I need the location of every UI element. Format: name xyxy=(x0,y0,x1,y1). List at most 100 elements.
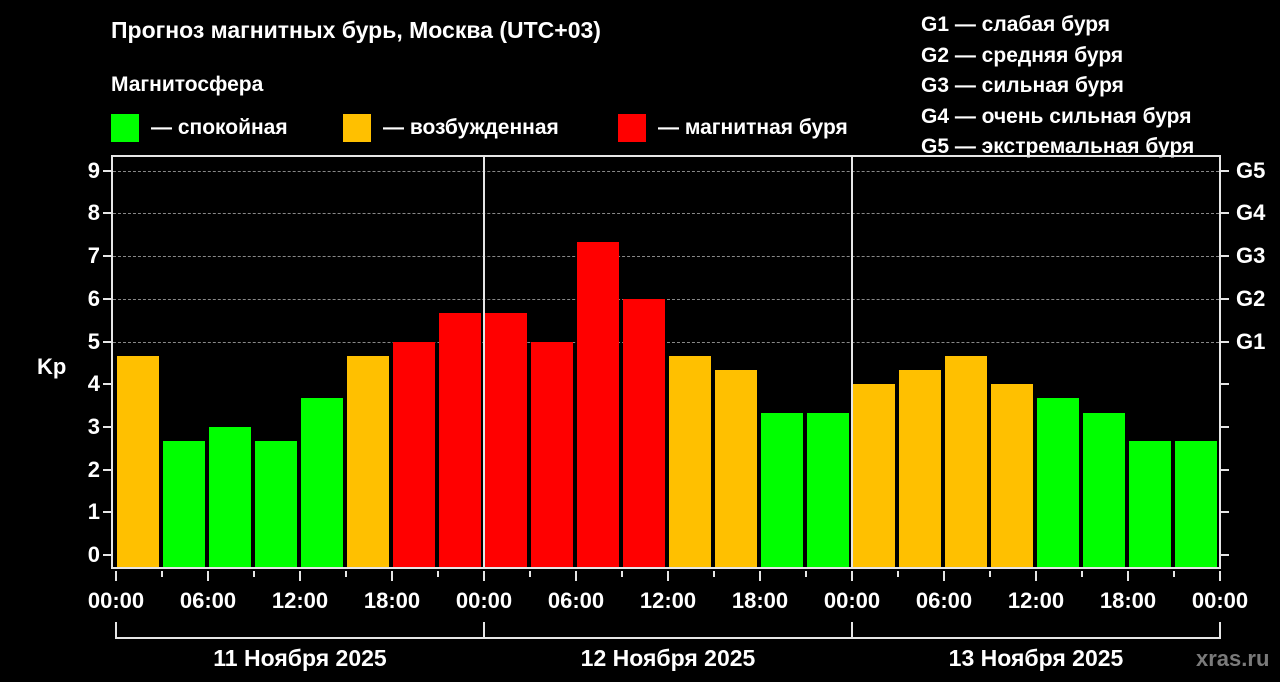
x-tick xyxy=(207,571,209,581)
date-label-day2: 12 Ноября 2025 xyxy=(580,645,756,671)
y-axis-label: Kp xyxy=(37,354,67,379)
x-tick xyxy=(943,571,945,581)
y-tick xyxy=(103,212,111,214)
x-tick xyxy=(713,571,715,577)
x-tick-label: 00:00 xyxy=(1191,588,1249,613)
g-scale-item: G2 — средняя буря xyxy=(921,43,1124,67)
kp-bar xyxy=(301,398,343,567)
legend-swatch-active xyxy=(343,114,371,142)
date-bracket-tick xyxy=(851,622,853,639)
kp-bar xyxy=(1083,413,1125,567)
y-tick xyxy=(103,511,111,513)
date-bracket-tick xyxy=(483,622,485,639)
x-tick xyxy=(759,571,761,581)
x-tick-label: 12:00 xyxy=(1007,588,1065,613)
g-scale-item: G4 — очень сильная буря xyxy=(921,104,1192,128)
right-tick xyxy=(1221,426,1229,428)
plot-area xyxy=(111,155,1221,569)
x-tick xyxy=(989,571,991,577)
kp-bar xyxy=(761,413,803,567)
legend-item-quiet: — спокойная xyxy=(111,114,288,142)
kp-bar xyxy=(853,384,895,567)
x-tick xyxy=(1035,571,1037,581)
y-tick xyxy=(103,341,111,343)
kp-bar xyxy=(1175,441,1217,567)
y-tick-label: 1 xyxy=(87,499,100,524)
y-tick-label: 9 xyxy=(87,158,100,183)
kp-bar xyxy=(209,427,251,567)
kp-bar xyxy=(623,299,665,567)
x-tick xyxy=(483,571,485,581)
g-scale-item: G5 — экстремальная буря xyxy=(921,135,1195,158)
legend-item-active: — возбужденная xyxy=(343,114,559,142)
x-tick xyxy=(897,571,899,577)
kp-bar xyxy=(715,370,757,567)
date-bracket-tick xyxy=(1219,622,1221,639)
g-level-label: G4 xyxy=(1236,200,1266,225)
right-tick xyxy=(1221,383,1229,385)
y-tick xyxy=(103,469,111,471)
y-tick-label: 5 xyxy=(87,329,100,354)
x-tick xyxy=(575,571,577,581)
x-tick-label: 06:00 xyxy=(915,588,973,613)
x-tick-label: 12:00 xyxy=(271,588,329,613)
right-tick xyxy=(1221,298,1229,300)
right-tick xyxy=(1221,511,1229,513)
right-tick xyxy=(1221,170,1229,172)
gridline xyxy=(113,342,1219,343)
g-scale-item: G1 — слабая буря xyxy=(921,13,1111,36)
legend-swatch-quiet xyxy=(111,114,139,142)
date-bracket-tick xyxy=(115,622,117,639)
date-label-day3: 13 Ноября 2025 xyxy=(948,645,1124,671)
kp-bar xyxy=(531,342,573,567)
x-tick xyxy=(851,571,853,581)
gridline xyxy=(113,171,1219,172)
x-tick xyxy=(391,571,393,581)
kp-bar xyxy=(669,356,711,567)
x-tick xyxy=(437,571,439,577)
x-tick xyxy=(1127,571,1129,581)
right-tick xyxy=(1221,554,1229,556)
legend-swatch-storm xyxy=(618,114,646,142)
kp-bar xyxy=(439,313,481,567)
x-tick-label: 00:00 xyxy=(455,588,513,613)
kp-bar xyxy=(807,413,849,567)
x-tick xyxy=(1081,571,1083,577)
right-tick xyxy=(1221,255,1229,257)
y-tick xyxy=(103,426,111,428)
x-tick-label: 18:00 xyxy=(363,588,421,613)
date-label-day1: 11 Ноября 2025 xyxy=(213,645,387,671)
g-scale-item: G3 — сильная буря xyxy=(921,74,1124,97)
kp-bar xyxy=(163,441,205,567)
x-tick xyxy=(253,571,255,577)
legend-label-active: — возбужденная xyxy=(383,116,559,139)
kp-bar xyxy=(347,356,389,567)
watermark: xras.ru xyxy=(1196,646,1270,671)
kp-bar xyxy=(991,384,1033,567)
x-tick xyxy=(1219,571,1221,581)
y-tick-label: 8 xyxy=(87,200,100,225)
gridline xyxy=(113,213,1219,214)
x-tick-label: 18:00 xyxy=(1099,588,1157,613)
right-tick xyxy=(1221,341,1229,343)
x-tick-label: 06:00 xyxy=(179,588,237,613)
kp-bar xyxy=(1129,441,1171,567)
y-tick-label: 7 xyxy=(87,243,100,268)
y-tick xyxy=(103,298,111,300)
y-tick-label: 4 xyxy=(87,371,100,396)
x-tick-label: 18:00 xyxy=(731,588,789,613)
x-tick-label: 00:00 xyxy=(823,588,881,613)
right-tick xyxy=(1221,212,1229,214)
kp-bar xyxy=(485,313,527,567)
kp-bar xyxy=(945,356,987,567)
day-divider xyxy=(483,155,485,569)
legend-label-quiet: — спокойная xyxy=(151,116,288,139)
x-tick-label: 12:00 xyxy=(639,588,697,613)
y-tick xyxy=(103,554,111,556)
x-tick xyxy=(621,571,623,577)
gridline xyxy=(113,256,1219,257)
legend-label-storm: — магнитная буря xyxy=(658,116,848,139)
gridline xyxy=(113,299,1219,300)
y-tick-label: 0 xyxy=(87,542,100,567)
kp-bar xyxy=(393,342,435,567)
